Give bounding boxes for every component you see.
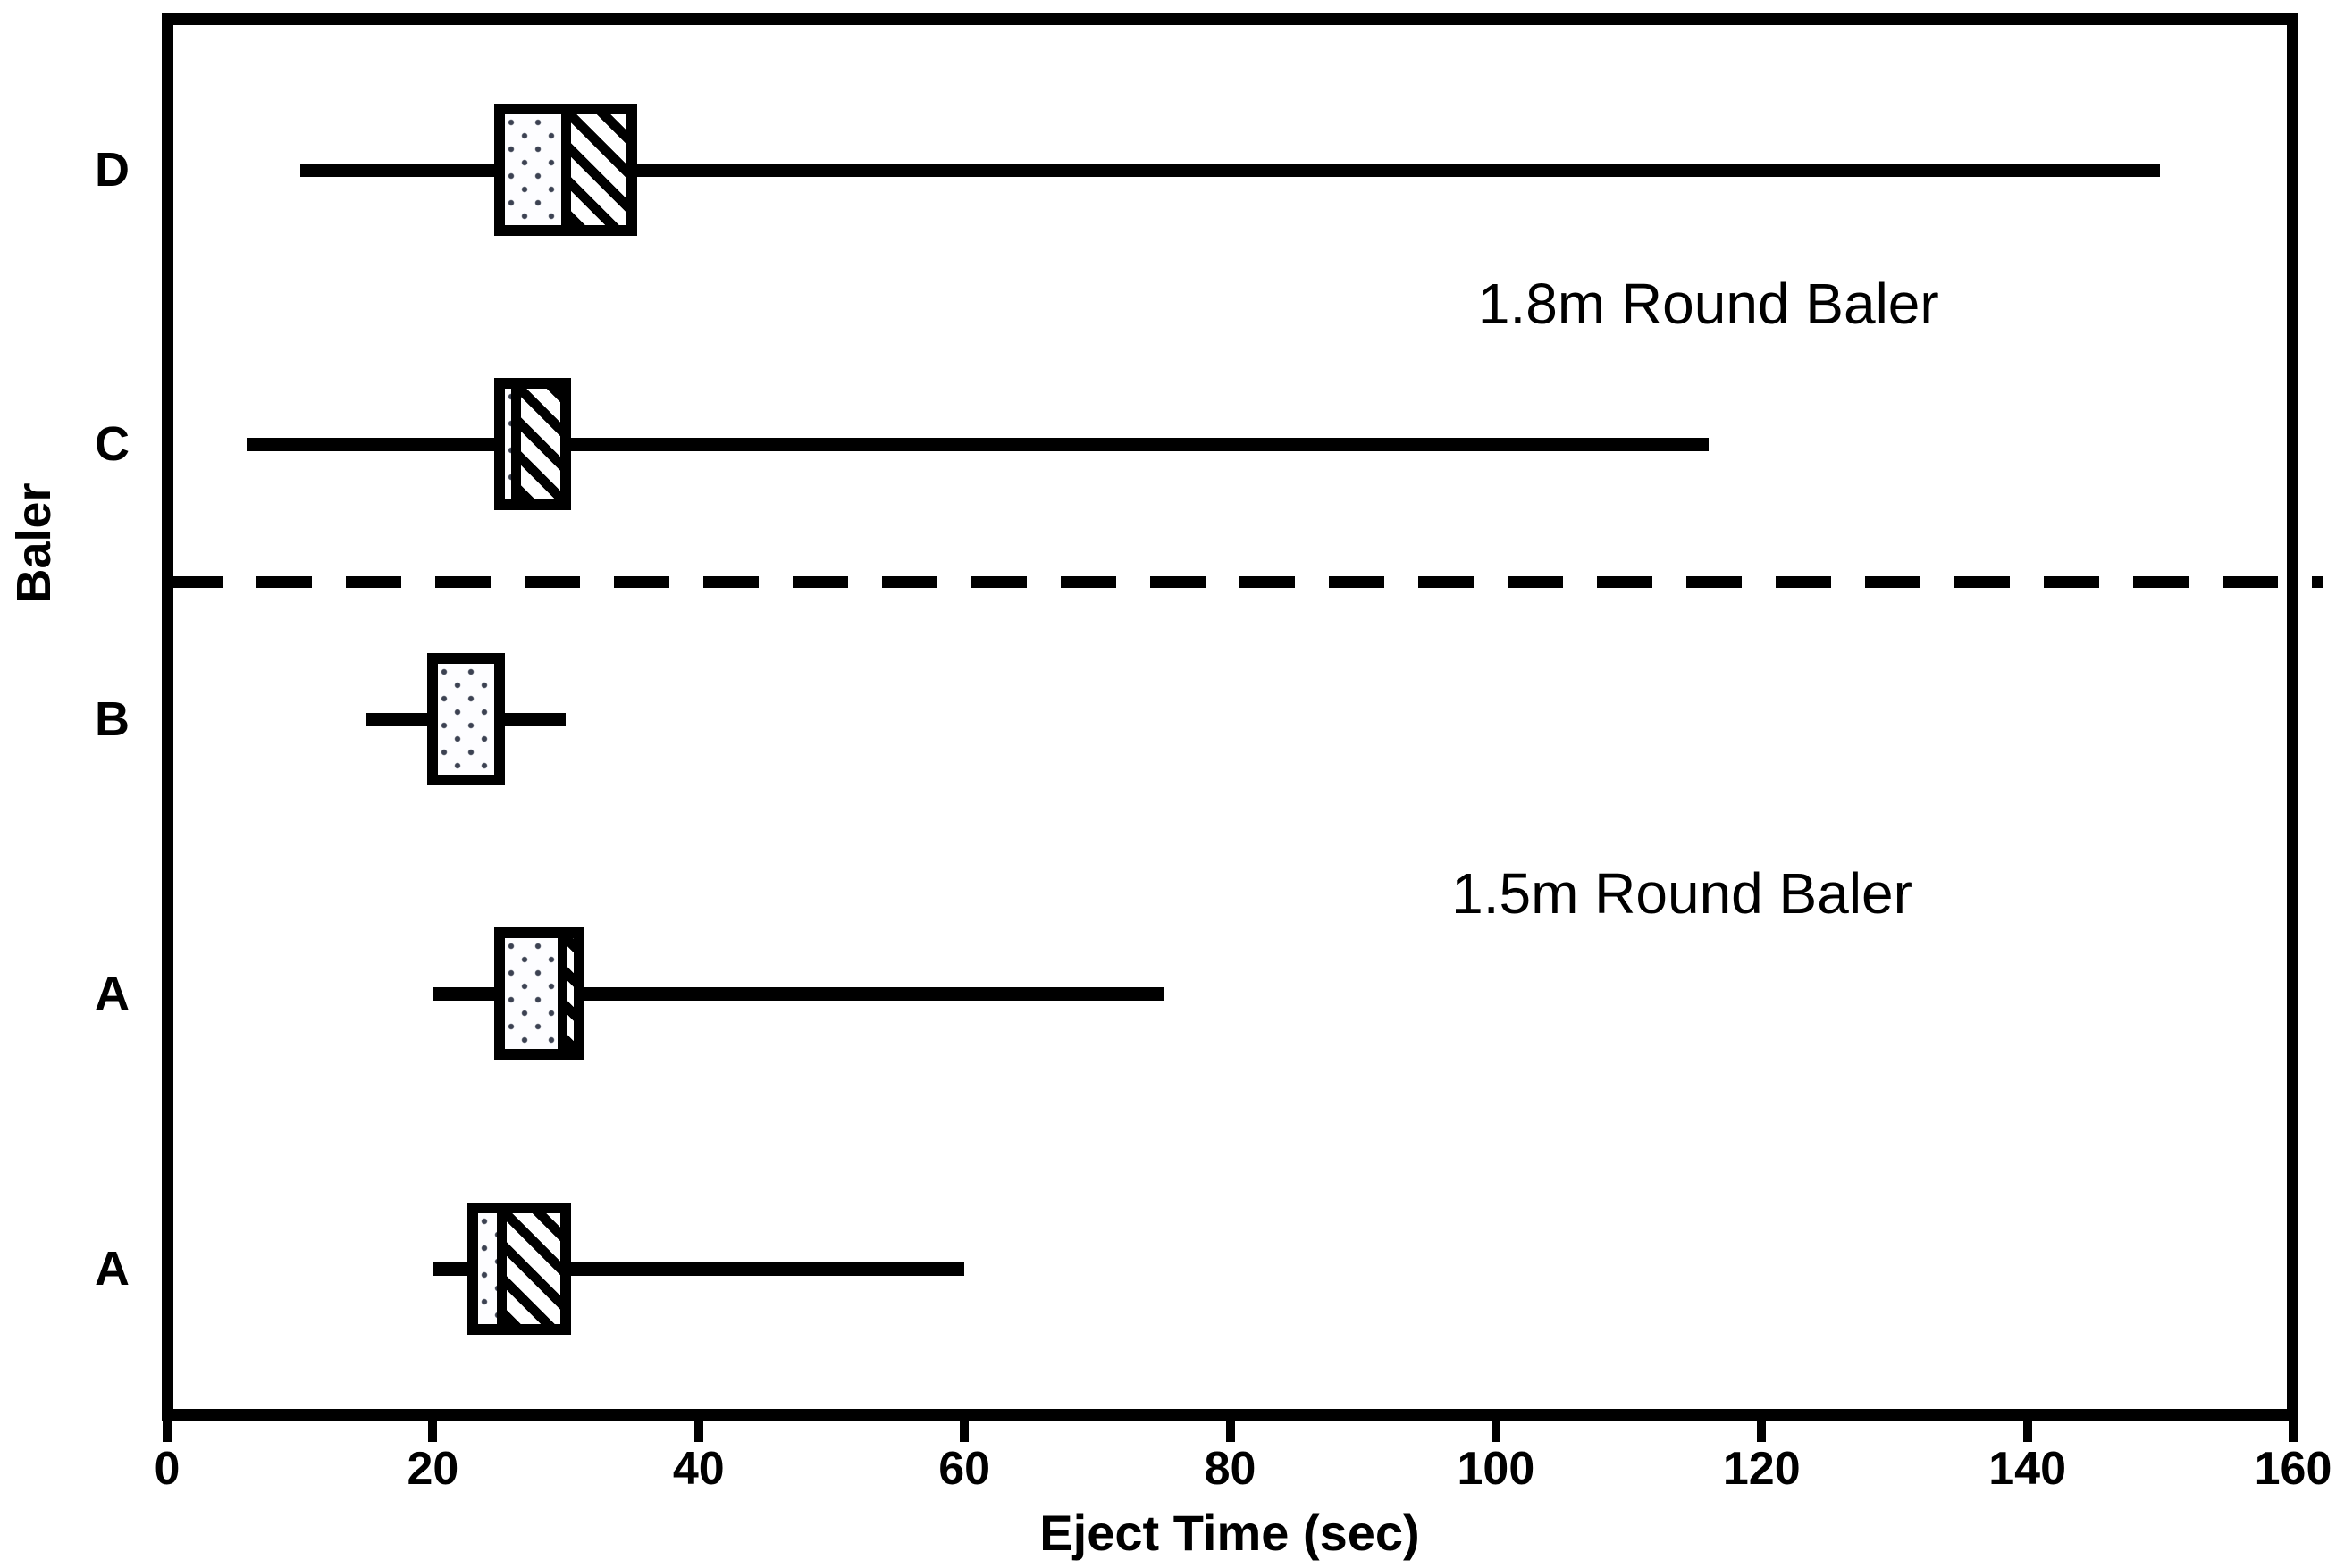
box-segment-dotted [438,664,494,775]
box-segment-dotted [504,389,511,499]
x-tick-label-60: 60 [938,1443,991,1495]
box-D-0 [493,104,638,236]
x-tick-label-40: 40 [672,1443,725,1495]
x-tick-60 [960,1421,970,1442]
y-category-label-D-0: D [95,143,130,197]
box-segment-hatched [570,114,627,225]
box-segment-hatched [567,938,574,1049]
x-tick-100 [1491,1421,1500,1442]
plot-border [162,13,2298,1421]
whisker-D-0 [299,163,2161,177]
x-tick-label-80: 80 [1204,1443,1256,1495]
median-line [557,938,567,1049]
y-category-label-A-3: A [95,967,130,1020]
annotation-top-group: 1.8m Round Baler [1477,272,1939,336]
x-tick-label-20: 20 [407,1443,459,1495]
x-tick-label-120: 120 [1722,1443,1801,1495]
x-tick-40 [693,1421,703,1442]
y-category-label-B-2: B [95,692,130,746]
box-A-3 [493,927,584,1060]
x-tick-0 [163,1421,172,1442]
median-line [510,389,521,499]
box-B-2 [427,653,505,785]
x-tick-160 [2289,1421,2298,1442]
whisker-C-1 [247,437,1709,451]
box-segment-dotted [504,938,558,1049]
median-line [560,114,571,225]
x-tick-label-100: 100 [1457,1443,1535,1495]
x-tick-120 [1757,1421,1767,1442]
box-A-4 [466,1203,572,1335]
group-separator-dashed-line [167,576,2323,588]
x-tick-label-140: 140 [1988,1443,2066,1495]
box-segment-dotted [477,1213,497,1324]
box-segment-hatched [520,389,561,499]
box-segment-hatched [506,1213,561,1324]
whisker-A-3 [433,986,1164,1001]
x-tick-20 [428,1421,438,1442]
y-category-label-A-4: A [95,1242,130,1295]
x-tick-label-0: 0 [154,1443,181,1495]
box-segment-dotted [504,114,561,225]
x-tick-label-160: 160 [2254,1443,2332,1495]
x-tick-80 [1225,1421,1235,1442]
y-category-label-C-1: C [95,417,130,471]
median-line [496,1213,507,1324]
box-C-1 [493,378,572,510]
annotation-bottom-group: 1.5m Round Baler [1451,861,1912,926]
x-tick-140 [2022,1421,2032,1442]
x-axis-title: Eject Time (sec) [1039,1505,1420,1561]
